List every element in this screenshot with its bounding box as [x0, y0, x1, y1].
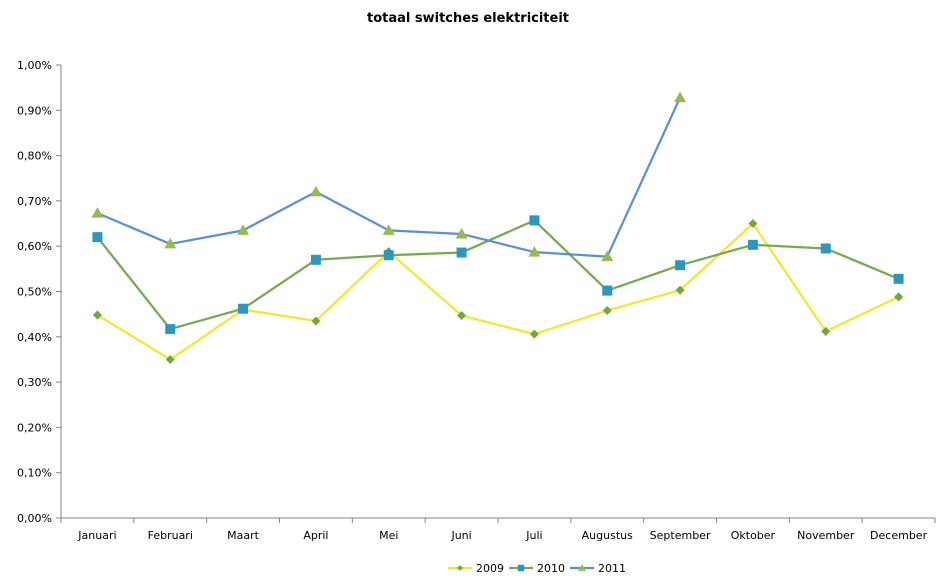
legend: 2009 2010 2011 — [448, 562, 626, 575]
data-point-2009 — [748, 219, 758, 229]
legend-marker — [517, 564, 525, 572]
data-point-2010 — [310, 254, 321, 265]
chart-title: totaal switches elektriciteit — [367, 11, 569, 26]
y-tick-label: 0,20% — [17, 421, 52, 434]
data-point-2009 — [529, 329, 539, 339]
data-point-2011 — [164, 237, 177, 249]
y-tick-label: 0,80% — [17, 150, 52, 163]
data-point-2009 — [165, 354, 175, 364]
series-2010 — [92, 215, 904, 335]
data-point-2011 — [382, 224, 395, 235]
x-tick-label: Januari — [77, 529, 116, 542]
legend-marker — [578, 564, 586, 571]
series-line-2009 — [96, 222, 900, 361]
data-point-2010 — [92, 232, 103, 243]
data-point-2010 — [165, 324, 176, 335]
series-layer — [91, 91, 904, 364]
legend-item-2010: 2010 — [509, 562, 565, 575]
x-tick-label: Oktober — [731, 529, 776, 542]
series-line-2010 — [96, 219, 900, 331]
legend-item-2009: 2009 — [448, 562, 504, 575]
y-tick-label: 0,10% — [17, 467, 52, 480]
data-point-2009 — [457, 311, 467, 321]
data-point-2010 — [529, 215, 540, 226]
data-point-2009 — [675, 285, 685, 295]
data-point-2010 — [893, 273, 904, 284]
legend-item-2011: 2011 — [570, 562, 626, 575]
x-tick-label: Februari — [148, 529, 193, 542]
x-tick-label: Augustus — [582, 529, 633, 542]
x-tick-label: November — [797, 529, 855, 542]
y-tick-label: 0,60% — [17, 240, 52, 253]
data-point-2009 — [894, 292, 904, 302]
y-tick-label: 0,70% — [17, 195, 52, 208]
data-point-2010 — [383, 250, 394, 261]
data-point-2010 — [602, 285, 613, 296]
data-point-2011 — [674, 91, 687, 103]
data-point-2009 — [311, 316, 321, 326]
data-point-2009 — [92, 310, 102, 320]
legend-label: 2009 — [476, 562, 504, 575]
data-point-2011 — [601, 250, 614, 262]
x-tick-label: Mei — [379, 529, 398, 542]
x-tick-label: April — [303, 529, 328, 542]
data-point-2011 — [455, 227, 468, 239]
legend-label: 2010 — [537, 562, 565, 575]
x-tick-label: December — [870, 529, 928, 542]
data-point-2010 — [820, 243, 831, 254]
data-point-2011 — [528, 246, 541, 257]
legend-label: 2011 — [598, 562, 626, 575]
data-point-2011 — [309, 185, 322, 197]
data-point-2010 — [747, 239, 758, 250]
x-tick-label: Juni — [450, 529, 471, 542]
y-tick-label: 0,50% — [17, 286, 52, 299]
data-point-2010 — [456, 247, 467, 258]
data-point-2010 — [675, 260, 686, 271]
y-tick-label: 0,00% — [17, 512, 52, 525]
series-2011 — [91, 91, 687, 262]
data-point-2011 — [91, 207, 104, 218]
y-tick-label: 1,00% — [17, 59, 52, 72]
data-point-2009 — [602, 306, 612, 316]
data-point-2011 — [237, 224, 250, 235]
y-tick-label: 0,90% — [17, 104, 52, 117]
series-2009 — [92, 219, 904, 364]
legend-marker — [457, 565, 463, 571]
x-tick-label: September — [650, 529, 711, 542]
data-point-2010 — [238, 303, 249, 314]
data-point-2009 — [821, 326, 831, 336]
x-tick-label: Maart — [227, 529, 259, 542]
y-tick-label: 0,40% — [17, 331, 52, 344]
y-tick-label: 0,30% — [17, 376, 52, 389]
axes: 0,00% 0,10% 0,20% 0,30% 0,40% 0,50% 0,60% 0,70%… — [17, 59, 936, 542]
x-tick-label: Juli — [525, 529, 542, 542]
